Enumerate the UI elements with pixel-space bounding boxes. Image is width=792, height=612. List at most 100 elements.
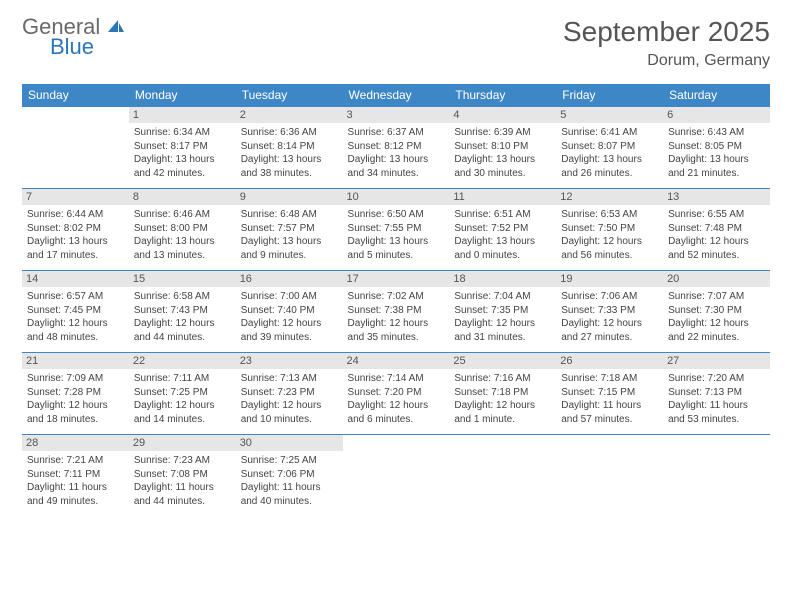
calendar-cell: 25 Sunrise: 7:16 AMSunset: 7:18 PMDayligh…	[449, 353, 556, 435]
day-details: Sunrise: 7:23 AMSunset: 7:08 PMDaylight:…	[134, 454, 231, 508]
day-details: Sunrise: 6:44 AMSunset: 8:02 PMDaylight:…	[27, 208, 124, 262]
day-number: 2	[236, 107, 343, 123]
sail-icon	[106, 16, 126, 38]
day-number: 4	[449, 107, 556, 123]
day-details: Sunrise: 7:02 AMSunset: 7:38 PMDaylight:…	[348, 290, 445, 344]
calendar-cell: 7Sunrise: 6:44 AMSunset: 8:02 PMDaylight…	[22, 189, 129, 271]
brand-logo: General Blue	[22, 16, 126, 58]
day-number: 10	[343, 189, 450, 205]
day-details: Sunrise: 7:04 AMSunset: 7:35 PMDaylight:…	[454, 290, 551, 344]
day-number: 26	[556, 353, 663, 369]
day-details: Sunrise: 6:55 AMSunset: 7:48 PMDaylight:…	[668, 208, 765, 262]
calendar-cell: 24 Sunrise: 7:14 AMSunset: 7:20 PMDayligh…	[343, 353, 450, 435]
day-number: 22	[129, 353, 236, 369]
calendar-cell: 1 Sunrise: 6:34 AMSunset: 8:17 PMDaylight…	[129, 107, 236, 189]
day-number: 16	[236, 271, 343, 287]
day-number: 6	[663, 107, 770, 123]
calendar-cell: 5 Sunrise: 6:41 AMSunset: 8:07 PMDaylight…	[556, 107, 663, 189]
day-number: 28	[22, 435, 129, 451]
calendar-cell	[663, 435, 770, 517]
calendar-row: 28 Sunrise: 7:21 AMSunset: 7:11 PMDayligh…	[22, 435, 770, 517]
day-details: Sunrise: 6:50 AMSunset: 7:55 PMDaylight:…	[348, 208, 445, 262]
day-number: 8	[129, 189, 236, 205]
page-title: September 2025	[563, 16, 770, 48]
calendar-cell: 12 Sunrise: 6:53 AMSunset: 7:50 PMDayligh…	[556, 189, 663, 271]
day-number: 9	[236, 189, 343, 205]
day-details: Sunrise: 6:53 AMSunset: 7:50 PMDaylight:…	[561, 208, 658, 262]
day-details: Sunrise: 7:16 AMSunset: 7:18 PMDaylight:…	[454, 372, 551, 426]
page-header: General Blue September 2025 Dorum, Germa…	[22, 16, 770, 70]
calendar-cell: 6 Sunrise: 6:43 AMSunset: 8:05 PMDaylight…	[663, 107, 770, 189]
day-number: 18	[449, 271, 556, 287]
day-header: Tuesday	[236, 84, 343, 107]
day-number: 5	[556, 107, 663, 123]
calendar-cell: 29 Sunrise: 7:23 AMSunset: 7:08 PMDayligh…	[129, 435, 236, 517]
day-details: Sunrise: 7:21 AMSunset: 7:11 PMDaylight:…	[27, 454, 124, 508]
calendar-cell	[343, 435, 450, 517]
day-number: 11	[449, 189, 556, 205]
day-number: 12	[556, 189, 663, 205]
calendar-cell: 13 Sunrise: 6:55 AMSunset: 7:48 PMDayligh…	[663, 189, 770, 271]
day-number: 13	[663, 189, 770, 205]
brand-text: General Blue	[22, 16, 126, 58]
calendar-cell: 4 Sunrise: 6:39 AMSunset: 8:10 PMDaylight…	[449, 107, 556, 189]
day-details: Sunrise: 7:09 AMSunset: 7:28 PMDaylight:…	[27, 372, 124, 426]
calendar-cell: 20Sunrise: 7:07 AMSunset: 7:30 PMDayligh…	[663, 271, 770, 353]
day-details: Sunrise: 7:06 AMSunset: 7:33 PMDaylight:…	[561, 290, 658, 344]
page-location: Dorum, Germany	[563, 52, 770, 70]
title-block: September 2025 Dorum, Germany	[563, 16, 770, 70]
day-details: Sunrise: 7:25 AMSunset: 7:06 PMDaylight:…	[241, 454, 338, 508]
day-number: 19	[556, 271, 663, 287]
day-details: Sunrise: 6:36 AMSunset: 8:14 PMDaylight:…	[241, 126, 338, 180]
day-number: 1	[129, 107, 236, 123]
day-number: 14	[22, 271, 129, 287]
calendar-cell	[449, 435, 556, 517]
calendar-cell	[22, 107, 129, 189]
calendar-cell: 30Sunrise: 7:25 AMSunset: 7:06 PMDayligh…	[236, 435, 343, 517]
day-details: Sunrise: 7:18 AMSunset: 7:15 PMDaylight:…	[561, 372, 658, 426]
calendar-cell: 19 Sunrise: 7:06 AMSunset: 7:33 PMDayligh…	[556, 271, 663, 353]
calendar-cell: 9 Sunrise: 6:48 AMSunset: 7:57 PMDaylight…	[236, 189, 343, 271]
day-details: Sunrise: 6:37 AMSunset: 8:12 PMDaylight:…	[348, 126, 445, 180]
day-details: Sunrise: 7:14 AMSunset: 7:20 PMDaylight:…	[348, 372, 445, 426]
day-header: Sunday	[22, 84, 129, 107]
day-details: Sunrise: 6:51 AMSunset: 7:52 PMDaylight:…	[454, 208, 551, 262]
day-details: Sunrise: 6:41 AMSunset: 8:07 PMDaylight:…	[561, 126, 658, 180]
calendar-table: SundayMondayTuesdayWednesdayThursdayFrid…	[22, 84, 770, 517]
day-details: Sunrise: 7:20 AMSunset: 7:13 PMDaylight:…	[668, 372, 765, 426]
day-number: 17	[343, 271, 450, 287]
calendar-cell: 21Sunrise: 7:09 AMSunset: 7:28 PMDayligh…	[22, 353, 129, 435]
day-details: Sunrise: 6:46 AMSunset: 8:00 PMDaylight:…	[134, 208, 231, 262]
day-details: Sunrise: 6:43 AMSunset: 8:05 PMDaylight:…	[668, 126, 765, 180]
day-details: Sunrise: 7:00 AMSunset: 7:40 PMDaylight:…	[241, 290, 338, 344]
day-header: Monday	[129, 84, 236, 107]
calendar-row: 21Sunrise: 7:09 AMSunset: 7:28 PMDayligh…	[22, 353, 770, 435]
day-details: Sunrise: 7:13 AMSunset: 7:23 PMDaylight:…	[241, 372, 338, 426]
calendar-cell: 18 Sunrise: 7:04 AMSunset: 7:35 PMDayligh…	[449, 271, 556, 353]
calendar-row: 14 Sunrise: 6:57 AMSunset: 7:45 PMDayligh…	[22, 271, 770, 353]
day-header: Friday	[556, 84, 663, 107]
day-header: Wednesday	[343, 84, 450, 107]
day-number: 23	[236, 353, 343, 369]
calendar-cell	[556, 435, 663, 517]
day-details: Sunrise: 7:11 AMSunset: 7:25 PMDaylight:…	[134, 372, 231, 426]
day-number: 29	[129, 435, 236, 451]
day-details: Sunrise: 6:39 AMSunset: 8:10 PMDaylight:…	[454, 126, 551, 180]
day-details: Sunrise: 6:48 AMSunset: 7:57 PMDaylight:…	[241, 208, 338, 262]
calendar-cell: 22 Sunrise: 7:11 AMSunset: 7:25 PMDayligh…	[129, 353, 236, 435]
day-number: 24	[343, 353, 450, 369]
calendar-head: SundayMondayTuesdayWednesdayThursdayFrid…	[22, 84, 770, 107]
calendar-cell: 8 Sunrise: 6:46 AMSunset: 8:00 PMDaylight…	[129, 189, 236, 271]
calendar-cell: 10 Sunrise: 6:50 AMSunset: 7:55 PMDayligh…	[343, 189, 450, 271]
day-number: 27	[663, 353, 770, 369]
day-details: Sunrise: 6:34 AMSunset: 8:17 PMDaylight:…	[134, 126, 231, 180]
calendar-cell: 17 Sunrise: 7:02 AMSunset: 7:38 PMDayligh…	[343, 271, 450, 353]
brand-line2: Blue	[50, 36, 126, 58]
calendar-cell: 14 Sunrise: 6:57 AMSunset: 7:45 PMDayligh…	[22, 271, 129, 353]
calendar-row: 7Sunrise: 6:44 AMSunset: 8:02 PMDaylight…	[22, 189, 770, 271]
calendar-cell: 16 Sunrise: 7:00 AMSunset: 7:40 PMDayligh…	[236, 271, 343, 353]
calendar-cell: 28 Sunrise: 7:21 AMSunset: 7:11 PMDayligh…	[22, 435, 129, 517]
day-number: 20	[663, 271, 770, 287]
day-details: Sunrise: 6:57 AMSunset: 7:45 PMDaylight:…	[27, 290, 124, 344]
day-number: 25	[449, 353, 556, 369]
